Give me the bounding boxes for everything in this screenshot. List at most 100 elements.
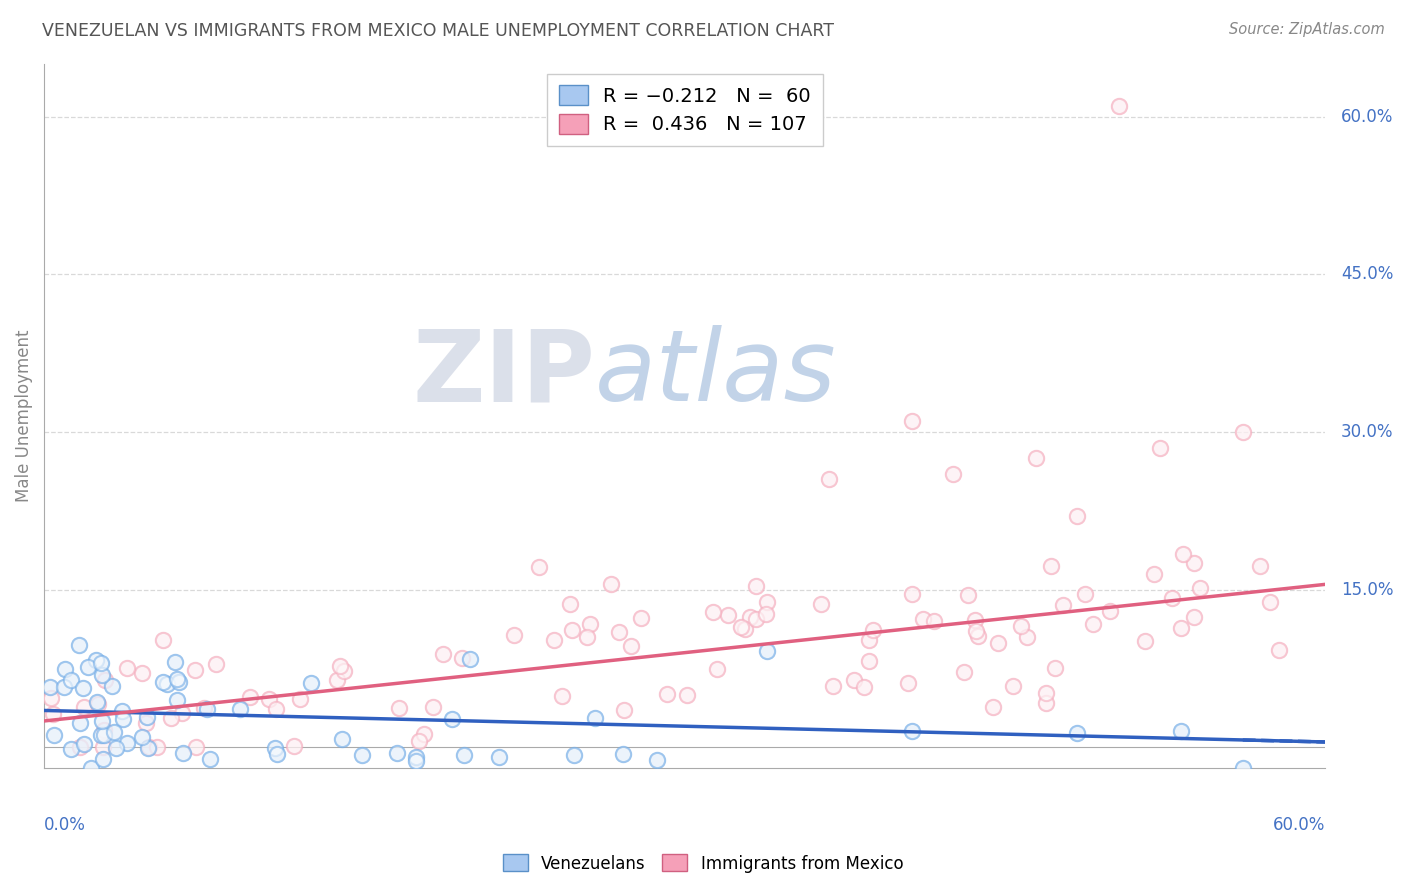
Point [942,467,965,481]
Point [330,731,353,746]
Point [59,742,82,756]
Point [956,588,979,602]
Point [72,681,94,695]
Point [981,700,1004,714]
Point [288,692,311,706]
Point [69,740,91,755]
Point [613,703,636,717]
Point [111,712,134,726]
Point [706,662,728,676]
Point [583,711,606,725]
Point [561,623,583,637]
Point [858,654,880,668]
Point [259,692,281,706]
Point [755,607,778,621]
Point [1108,99,1130,113]
Point [152,674,174,689]
Point [1010,619,1032,633]
Point [84,653,107,667]
Point [1098,604,1121,618]
Point [111,704,134,718]
Point [229,702,252,716]
Point [152,632,174,647]
Point [579,616,602,631]
Point [503,628,526,642]
Point [165,655,187,669]
Point [655,687,678,701]
Legend: Venezuelans, Immigrants from Mexico: Venezuelans, Immigrants from Mexico [496,847,910,880]
Point [922,615,945,629]
Point [134,716,156,731]
Point [1098,604,1121,618]
Point [458,652,481,666]
Point [1182,610,1205,624]
Point [166,692,188,706]
Point [543,633,565,648]
Point [94,673,117,687]
Point [73,699,96,714]
Point [1001,679,1024,693]
Point [333,664,356,678]
Point [543,633,565,648]
Point [1268,643,1291,657]
Point [852,680,875,694]
Point [1133,633,1156,648]
Point [350,747,373,762]
Point [111,704,134,718]
Point [1182,556,1205,570]
Point [738,609,761,624]
Point [1170,621,1192,635]
Point [73,737,96,751]
Text: 0.0%: 0.0% [44,815,86,833]
Point [184,663,207,677]
Point [858,632,880,647]
Point [922,615,945,629]
Point [388,700,411,714]
Point [600,577,623,591]
Point [453,747,475,762]
Point [967,629,990,643]
Point [59,742,82,756]
Point [1010,619,1032,633]
Point [86,695,108,709]
Point [103,725,125,739]
Point [405,750,427,764]
Point [408,733,430,747]
Point [385,746,408,760]
Point [1035,696,1057,710]
Point [146,740,169,755]
Point [90,728,112,742]
Point [93,723,115,737]
Point [93,728,115,742]
Point [134,716,156,731]
Point [39,680,62,694]
Text: atlas: atlas [595,326,837,423]
Point [818,472,841,486]
Point [264,701,287,715]
Point [738,609,761,624]
Point [600,577,623,591]
Point [612,747,634,761]
Text: 45.0%: 45.0% [1341,265,1393,284]
Point [42,728,65,742]
Point [94,673,117,687]
Point [184,740,207,755]
Point [862,623,884,637]
Point [193,701,215,715]
Point [172,746,194,760]
Point [1035,686,1057,700]
Point [564,748,586,763]
Point [266,747,288,761]
Legend: R = −0.212   N =  60, R =  0.436   N = 107: R = −0.212 N = 60, R = 0.436 N = 107 [547,74,823,146]
Point [1161,591,1184,605]
Point [1081,616,1104,631]
Point [1161,591,1184,605]
Point [73,737,96,751]
Point [901,414,924,428]
Point [1066,508,1088,523]
Point [299,675,322,690]
Point [115,661,138,675]
Point [730,620,752,634]
Point [53,662,76,676]
Point [488,749,510,764]
